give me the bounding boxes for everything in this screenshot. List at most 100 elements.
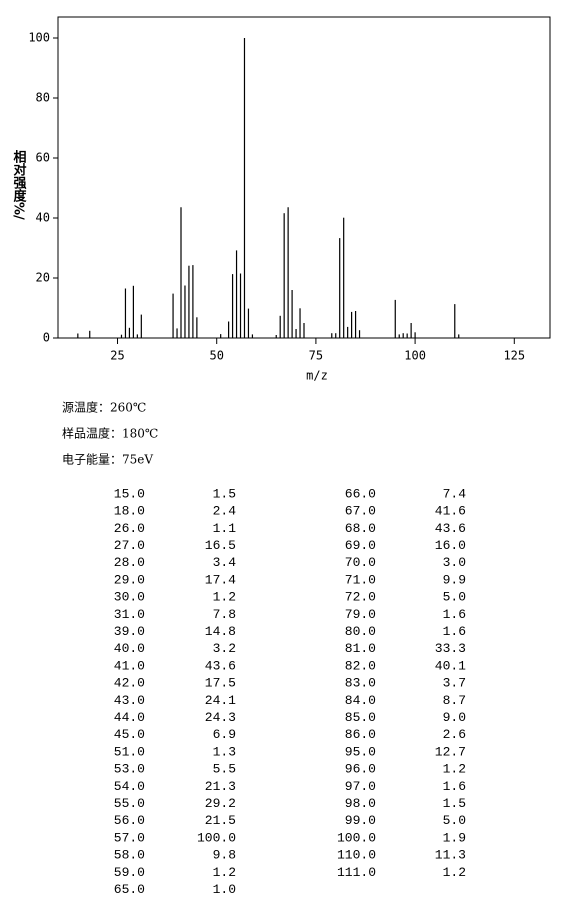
- info-line: 源温度：260℃: [62, 400, 146, 415]
- plot-frame: [57, 16, 551, 339]
- intensity-cell: 1.2: [213, 865, 236, 880]
- intensity-cell: 1.2: [213, 590, 236, 605]
- intensity-cell: 1.9: [443, 830, 466, 845]
- mz-cell: 68.0: [345, 521, 376, 536]
- mz-cell: 43.0: [114, 693, 145, 708]
- x-tick-label: 25: [110, 349, 124, 363]
- intensity-cell: 7.4: [443, 486, 467, 501]
- intensity-cell: 17.5: [205, 676, 236, 691]
- intensity-cell: 16.5: [205, 538, 236, 553]
- info-line: 电子能量：75eV: [62, 453, 153, 467]
- intensity-cell: 40.1: [435, 658, 466, 673]
- mz-cell: 54.0: [114, 779, 145, 794]
- mz-cell: 31.0: [114, 607, 145, 622]
- mz-cell: 82.0: [345, 658, 376, 673]
- mz-cell: 55.0: [114, 796, 145, 811]
- intensity-cell: 5.0: [443, 590, 466, 605]
- mz-cell: 97.0: [345, 779, 376, 794]
- x-tick-label: 100: [404, 349, 426, 363]
- intensity-cell: 3.7: [443, 676, 466, 691]
- mz-cell: 40.0: [114, 641, 145, 656]
- intensity-cell: 9.0: [443, 710, 466, 725]
- mz-cell: 81.0: [345, 641, 376, 656]
- intensity-cell: 1.5: [443, 796, 466, 811]
- mz-cell: 29.0: [114, 572, 145, 587]
- intensity-cell: 1.6: [443, 779, 466, 794]
- mz-cell: 56.0: [114, 813, 145, 828]
- intensity-cell: 1.2: [443, 865, 466, 880]
- mz-cell: 79.0: [345, 607, 376, 622]
- mz-cell: 96.0: [345, 762, 376, 777]
- mz-cell: 66.0: [345, 486, 376, 501]
- mz-cell: 86.0: [345, 727, 376, 742]
- mz-cell: 72.0: [345, 590, 376, 605]
- y-tick-label: 20: [36, 271, 50, 285]
- intensity-cell: 41.6: [435, 504, 466, 519]
- x-tick-label: 75: [309, 349, 323, 363]
- intensity-cell: 7.8: [213, 607, 236, 622]
- intensity-cell: 9.8: [213, 848, 236, 863]
- intensity-cell: 1.5: [213, 486, 236, 501]
- mz-cell: 39.0: [114, 624, 145, 639]
- y-tick-label: 40: [36, 211, 50, 225]
- mz-cell: 53.0: [114, 762, 145, 777]
- intensity-cell: 3.4: [213, 555, 237, 570]
- mz-cell: 85.0: [345, 710, 376, 725]
- mz-cell: 42.0: [114, 676, 145, 691]
- mz-cell: 70.0: [345, 555, 376, 570]
- intensity-cell: 33.3: [435, 641, 466, 656]
- mz-cell: 98.0: [345, 796, 376, 811]
- mz-cell: 28.0: [114, 555, 145, 570]
- y-tick-label: 60: [36, 151, 50, 165]
- intensity-cell: 17.4: [205, 572, 236, 587]
- intensity-cell: 1.1: [213, 521, 237, 536]
- mz-cell: 111.0: [337, 865, 376, 880]
- intensity-cell: 6.9: [213, 727, 236, 742]
- intensity-cell: 21.3: [205, 779, 236, 794]
- mz-cell: 15.0: [114, 486, 145, 501]
- x-axis-label: m/z: [306, 369, 328, 383]
- intensity-cell: 12.7: [435, 744, 466, 759]
- intensity-cell: 5.5: [213, 762, 236, 777]
- mz-cell: 58.0: [114, 848, 145, 863]
- mz-cell: 99.0: [345, 813, 376, 828]
- mz-cell: 67.0: [345, 504, 376, 519]
- intensity-cell: 24.1: [205, 693, 236, 708]
- mz-cell: 44.0: [114, 710, 145, 725]
- intensity-cell: 21.5: [205, 813, 236, 828]
- intensity-cell: 43.6: [205, 658, 236, 673]
- intensity-cell: 8.7: [443, 693, 466, 708]
- intensity-cell: 14.8: [205, 624, 236, 639]
- mz-cell: 69.0: [345, 538, 376, 553]
- mz-cell: 45.0: [114, 727, 145, 742]
- intensity-cell: 100.0: [197, 830, 236, 845]
- intensity-cell: 2.4: [213, 504, 237, 519]
- mz-cell: 30.0: [114, 590, 145, 605]
- mz-cell: 18.0: [114, 504, 145, 519]
- x-tick-label: 50: [209, 349, 223, 363]
- intensity-cell: 9.9: [443, 572, 466, 587]
- mz-cell: 51.0: [114, 744, 145, 759]
- mz-cell: 95.0: [345, 744, 376, 759]
- intensity-cell: 1.6: [443, 624, 466, 639]
- intensity-cell: 29.2: [205, 796, 236, 811]
- mz-cell: 83.0: [345, 676, 376, 691]
- y-tick-label: 0: [43, 331, 50, 345]
- mz-cell: 27.0: [114, 538, 145, 553]
- intensity-cell: 1.2: [443, 762, 466, 777]
- y-tick-label: 80: [36, 91, 50, 105]
- intensity-cell: 1.0: [213, 882, 236, 897]
- y-tick-label: 100: [28, 31, 50, 45]
- mz-cell: 59.0: [114, 865, 145, 880]
- mz-cell: 71.0: [345, 572, 376, 587]
- intensity-cell: 3.2: [213, 641, 236, 656]
- intensity-cell: 2.6: [443, 727, 466, 742]
- mz-cell: 57.0: [114, 830, 145, 845]
- intensity-cell: 43.6: [435, 521, 466, 536]
- mz-cell: 41.0: [114, 658, 145, 673]
- mz-cell: 110.0: [337, 848, 376, 863]
- intensity-cell: 11.3: [435, 848, 466, 863]
- mz-cell: 65.0: [114, 882, 145, 897]
